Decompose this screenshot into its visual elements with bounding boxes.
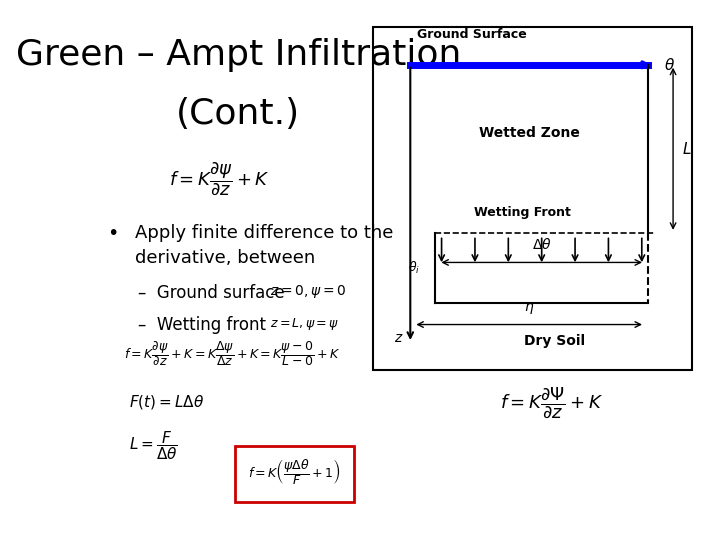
Text: –  Ground surface: – Ground surface [138, 284, 285, 301]
Text: –  Wetting front: – Wetting front [138, 316, 266, 334]
Text: $f = K\dfrac{\partial\psi}{\partial z} + K$: $f = K\dfrac{\partial\psi}{\partial z} +… [169, 160, 270, 197]
Text: $f = K\left(\dfrac{\psi\Delta\theta}{F} + 1\right)$: $f = K\left(\dfrac{\psi\Delta\theta}{F} … [248, 457, 341, 488]
Text: $\theta$: $\theta$ [664, 57, 675, 73]
Text: $\eta$: $\eta$ [524, 301, 534, 316]
Text: $z$: $z$ [395, 330, 404, 345]
Text: $\theta_i$: $\theta_i$ [408, 260, 420, 276]
Text: Dry Soil: Dry Soil [523, 334, 585, 348]
Text: •: • [107, 224, 118, 243]
Bar [373, 27, 692, 370]
Text: $F(t) = L\Delta\theta$: $F(t) = L\Delta\theta$ [129, 393, 204, 411]
Text: $f = K\dfrac{\partial\Psi}{\partial z} + K$: $f = K\dfrac{\partial\Psi}{\partial z} +… [500, 385, 603, 420]
Text: $f = K\dfrac{\partial\psi}{\partial z} + K = K\dfrac{\Delta\psi}{\Delta z} + K =: $f = K\dfrac{\partial\psi}{\partial z} +… [124, 339, 340, 368]
Text: $L$: $L$ [683, 141, 692, 157]
Text: $\Delta\theta$: $\Delta\theta$ [532, 237, 552, 252]
Text: Wetted Zone: Wetted Zone [479, 126, 580, 139]
FancyBboxPatch shape [235, 446, 354, 502]
Text: $L = \dfrac{F}{\Delta\theta}$: $L = \dfrac{F}{\Delta\theta}$ [129, 429, 178, 462]
Text: $z=0, \psi=0$: $z=0, \psi=0$ [269, 284, 346, 300]
Text: Apply finite difference to the
derivative, between: Apply finite difference to the derivativ… [135, 224, 393, 267]
Text: Wetting Front: Wetting Front [474, 206, 572, 219]
Text: Ground Surface: Ground Surface [417, 28, 526, 40]
Text: $z=L, \psi=\psi$: $z=L, \psi=\psi$ [269, 316, 339, 332]
Text: Green – Ampt Infiltration: Green – Ampt Infiltration [16, 38, 461, 72]
Text: (Cont.): (Cont.) [176, 97, 300, 131]
